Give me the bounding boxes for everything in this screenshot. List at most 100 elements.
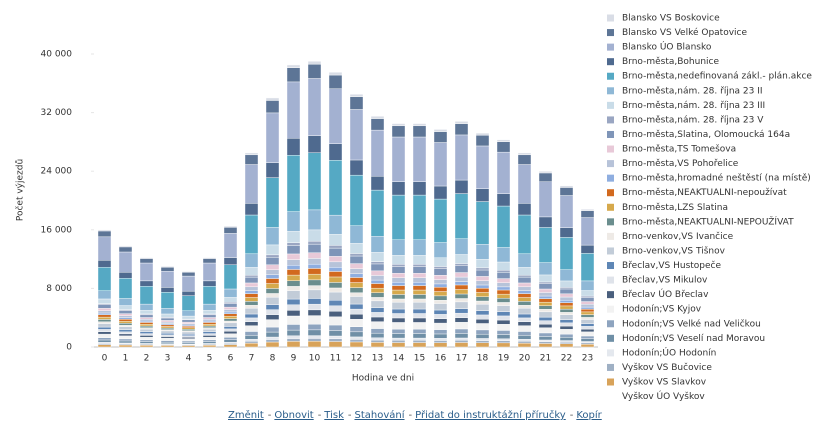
bar-segment <box>202 258 217 264</box>
bar-segment <box>496 319 511 325</box>
bar-segment <box>328 300 343 306</box>
bar-segment <box>433 300 448 304</box>
bar-segment <box>244 214 259 255</box>
bar-segment <box>223 322 238 327</box>
footer-link[interactable]: Kopír <box>576 409 602 421</box>
bar-segment <box>391 294 406 300</box>
bar-segment <box>160 321 175 324</box>
bar-segment <box>559 312 574 315</box>
bar-segment <box>454 298 469 303</box>
footer-link[interactable]: Tisk <box>323 410 344 421</box>
bar-segment <box>118 246 133 253</box>
legend-label: Břeclav,VS Mikulov <box>622 276 708 286</box>
legend-label: Blansko VS Boskovice <box>622 14 720 24</box>
bar-segment <box>370 307 385 313</box>
bar-segment <box>538 181 553 218</box>
bar-segment <box>475 342 490 348</box>
footer-link[interactable]: Změnit <box>228 409 264 421</box>
bar-segment <box>307 329 322 336</box>
bar-segment <box>580 209 595 211</box>
bar-segment <box>391 337 406 341</box>
footer-link[interactable]: Přidat do instruktážní příručky <box>415 409 566 421</box>
bar-segment <box>181 275 196 292</box>
bar-segment <box>496 141 511 153</box>
bar-segment <box>160 336 175 339</box>
bar-segment <box>517 253 532 268</box>
bar-segment <box>391 181 406 196</box>
bar-segment <box>265 331 280 338</box>
bar-segment <box>223 333 238 338</box>
bar-segment <box>139 319 154 322</box>
separator: - <box>570 410 574 421</box>
y-tick-label: 40 000 <box>41 50 73 60</box>
bar-segment <box>97 298 112 304</box>
bar-segment <box>181 345 196 348</box>
bar-segment <box>454 284 469 290</box>
x-tick-label: 21 <box>540 354 551 364</box>
bar-segment <box>244 152 259 156</box>
x-tick-label: 2 <box>144 354 150 364</box>
bar-segment <box>538 288 553 293</box>
legend-label: Blansko VS Velké Opatovice <box>622 27 747 38</box>
bar-segment <box>391 266 406 274</box>
bar-segment <box>265 293 280 298</box>
bar-segment <box>223 337 238 340</box>
bar-segment <box>496 293 511 299</box>
bar-segment <box>118 315 133 318</box>
bar-segment <box>160 340 175 343</box>
legend-marker <box>607 349 614 357</box>
legend-marker <box>607 203 614 211</box>
bar-segment <box>181 321 196 324</box>
bar-segment <box>475 296 490 302</box>
bar-segment <box>454 312 469 318</box>
bar-segment <box>391 277 406 283</box>
bar-segment <box>118 340 133 344</box>
bar-segment <box>496 193 511 207</box>
bar-segment <box>328 245 343 249</box>
bar-segment <box>202 262 217 282</box>
x-tick-label: 22 <box>561 354 572 364</box>
bar-segment <box>118 310 133 314</box>
bar-segment <box>433 275 448 280</box>
bar-segment <box>328 256 343 263</box>
bar-segment <box>496 278 511 283</box>
bar-segment <box>517 154 532 165</box>
bar-segment <box>244 342 259 348</box>
bar-segment <box>349 341 364 348</box>
footer-link[interactable]: Obnovit <box>274 410 313 421</box>
bar-segment <box>433 142 448 187</box>
bar-segment <box>286 138 301 156</box>
bar-segment <box>265 339 280 343</box>
legend-label: Brno-města,LZS Slatina <box>622 203 728 213</box>
footer-link[interactable]: Stahování <box>355 409 406 421</box>
bar-segment <box>517 313 532 319</box>
bar-segment <box>181 338 196 342</box>
bar-segment <box>118 325 133 327</box>
bar-segment <box>286 253 301 260</box>
bar-segment <box>580 210 595 218</box>
bar-segment <box>454 333 469 339</box>
legend-label: Brno-města,hromadné neštěstí (na místě) <box>622 173 811 184</box>
bar-segment <box>307 289 322 299</box>
bar-segment <box>202 322 217 325</box>
legend-label: Brno-města,nedefinovaná zákl.- plán.akce <box>622 72 812 82</box>
bar-segment <box>160 266 175 268</box>
bar-segment <box>517 325 532 332</box>
bar-segment <box>181 319 196 323</box>
bar-segment <box>433 268 448 276</box>
bar-segment <box>370 292 385 298</box>
bar-segment <box>139 335 154 338</box>
bar-segment <box>433 340 448 343</box>
legend-marker <box>607 160 614 168</box>
bar-segment <box>496 334 511 339</box>
bar-segment <box>559 319 574 324</box>
x-tick-label: 13 <box>372 354 383 364</box>
bar-segment <box>475 132 490 136</box>
bar-segment <box>139 328 154 333</box>
bar-segment <box>538 262 553 276</box>
bar-segment <box>475 269 490 277</box>
bar-segment <box>244 290 259 294</box>
bar-segment <box>244 282 259 288</box>
bar-segment <box>244 325 259 332</box>
legend-label: Brno-města,VS Pohořelice <box>622 159 739 169</box>
